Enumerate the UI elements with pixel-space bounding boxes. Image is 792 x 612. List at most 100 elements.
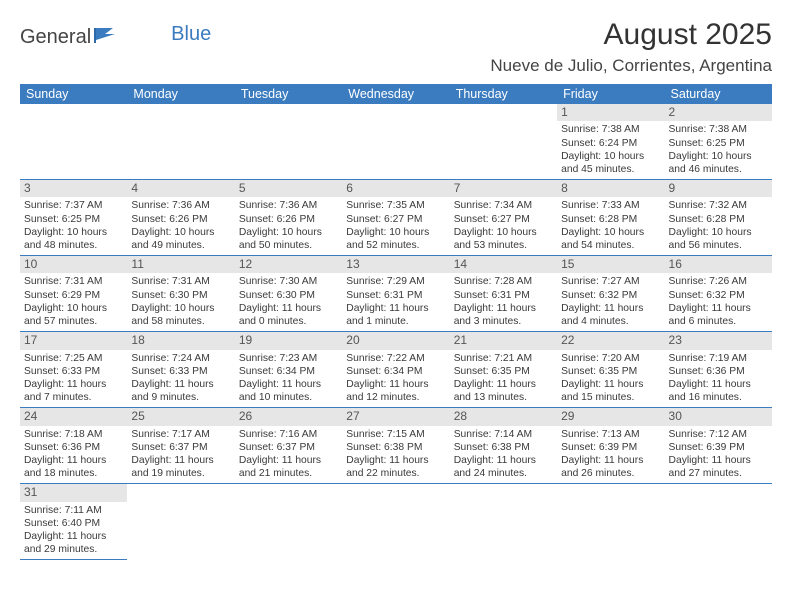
calendar-week-row: 24Sunrise: 7:18 AMSunset: 6:36 PMDayligh… bbox=[20, 408, 772, 484]
sunrise-text: Sunrise: 7:36 AM bbox=[239, 199, 338, 212]
day-details: Sunrise: 7:37 AMSunset: 6:25 PMDaylight:… bbox=[24, 199, 123, 252]
weekday-header: Saturday bbox=[665, 84, 772, 104]
calendar-day-cell: 10Sunrise: 7:31 AMSunset: 6:29 PMDayligh… bbox=[20, 256, 127, 332]
day-number: 12 bbox=[235, 256, 342, 273]
daylight-text: Daylight: 10 hours and 52 minutes. bbox=[346, 226, 445, 252]
sunrise-text: Sunrise: 7:15 AM bbox=[346, 428, 445, 441]
calendar-day-cell: 30Sunrise: 7:12 AMSunset: 6:39 PMDayligh… bbox=[665, 408, 772, 484]
sunset-text: Sunset: 6:36 PM bbox=[669, 365, 768, 378]
day-details: Sunrise: 7:29 AMSunset: 6:31 PMDaylight:… bbox=[346, 275, 445, 328]
calendar-table: Sunday Monday Tuesday Wednesday Thursday… bbox=[20, 84, 772, 560]
day-details: Sunrise: 7:30 AMSunset: 6:30 PMDaylight:… bbox=[239, 275, 338, 328]
daylight-text: Daylight: 10 hours and 50 minutes. bbox=[239, 226, 338, 252]
daylight-text: Daylight: 10 hours and 56 minutes. bbox=[669, 226, 768, 252]
sunset-text: Sunset: 6:31 PM bbox=[346, 289, 445, 302]
day-number: 9 bbox=[665, 180, 772, 197]
sunrise-text: Sunrise: 7:19 AM bbox=[669, 352, 768, 365]
calendar-day-cell: 25Sunrise: 7:17 AMSunset: 6:37 PMDayligh… bbox=[127, 408, 234, 484]
calendar-body: 1 Sunrise: 7:38 AMSunset: 6:24 PMDaylight… bbox=[20, 104, 772, 560]
calendar-day-cell: 11Sunrise: 7:31 AMSunset: 6:30 PMDayligh… bbox=[127, 256, 234, 332]
day-details: Sunrise: 7:36 AMSunset: 6:26 PMDaylight:… bbox=[239, 199, 338, 252]
day-number: 7 bbox=[450, 180, 557, 197]
calendar-week-row: 1 Sunrise: 7:38 AMSunset: 6:24 PMDaylight… bbox=[20, 104, 772, 180]
sunset-text: Sunset: 6:38 PM bbox=[454, 441, 553, 454]
sunrise-text: Sunrise: 7:11 AM bbox=[24, 504, 123, 517]
daylight-text: Daylight: 11 hours and 21 minutes. bbox=[239, 454, 338, 480]
sunset-text: Sunset: 6:33 PM bbox=[24, 365, 123, 378]
calendar-day-cell: 17Sunrise: 7:25 AMSunset: 6:33 PMDayligh… bbox=[20, 332, 127, 408]
sunrise-text: Sunrise: 7:12 AM bbox=[669, 428, 768, 441]
sunrise-text: Sunrise: 7:18 AM bbox=[24, 428, 123, 441]
day-details: Sunrise: 7:38 AMSunset: 6:24 PMDaylight:… bbox=[561, 123, 660, 176]
daylight-text: Daylight: 11 hours and 24 minutes. bbox=[454, 454, 553, 480]
day-number: 20 bbox=[342, 332, 449, 349]
sunset-text: Sunset: 6:30 PM bbox=[239, 289, 338, 302]
logo: General Blue bbox=[20, 26, 211, 49]
sunset-text: Sunset: 6:24 PM bbox=[561, 137, 660, 150]
calendar-day-cell bbox=[342, 104, 449, 180]
daylight-text: Daylight: 10 hours and 45 minutes. bbox=[561, 150, 660, 176]
day-number: 25 bbox=[127, 408, 234, 425]
sunset-text: Sunset: 6:35 PM bbox=[561, 365, 660, 378]
day-details: Sunrise: 7:32 AMSunset: 6:28 PMDaylight:… bbox=[669, 199, 768, 252]
calendar-day-cell bbox=[450, 104, 557, 180]
sunset-text: Sunset: 6:29 PM bbox=[24, 289, 123, 302]
logo-text-2: Blue bbox=[171, 23, 211, 46]
daylight-text: Daylight: 11 hours and 26 minutes. bbox=[561, 454, 660, 480]
calendar-day-cell: 3Sunrise: 7:37 AMSunset: 6:25 PMDaylight… bbox=[20, 180, 127, 256]
daylight-text: Daylight: 10 hours and 49 minutes. bbox=[131, 226, 230, 252]
day-number: 1 bbox=[557, 104, 664, 121]
sunset-text: Sunset: 6:38 PM bbox=[346, 441, 445, 454]
sunrise-text: Sunrise: 7:28 AM bbox=[454, 275, 553, 288]
calendar-day-cell: 14Sunrise: 7:28 AMSunset: 6:31 PMDayligh… bbox=[450, 256, 557, 332]
day-number: 21 bbox=[450, 332, 557, 349]
day-details: Sunrise: 7:28 AMSunset: 6:31 PMDaylight:… bbox=[454, 275, 553, 328]
day-number: 28 bbox=[450, 408, 557, 425]
daylight-text: Daylight: 11 hours and 18 minutes. bbox=[24, 454, 123, 480]
title-block: August 2025 Nueve de Julio, Corrientes, … bbox=[490, 18, 772, 76]
day-number: 6 bbox=[342, 180, 449, 197]
calendar-day-cell bbox=[665, 484, 772, 560]
day-details: Sunrise: 7:38 AMSunset: 6:25 PMDaylight:… bbox=[669, 123, 768, 176]
daylight-text: Daylight: 11 hours and 16 minutes. bbox=[669, 378, 768, 404]
page-header: General Blue August 2025 Nueve de Julio,… bbox=[20, 18, 772, 76]
calendar-day-cell: 5 Sunrise: 7:36 AMSunset: 6:26 PMDaylight… bbox=[235, 180, 342, 256]
day-number: 24 bbox=[20, 408, 127, 425]
calendar-day-cell: 21Sunrise: 7:21 AMSunset: 6:35 PMDayligh… bbox=[450, 332, 557, 408]
calendar-day-cell bbox=[342, 484, 449, 560]
day-number: 18 bbox=[127, 332, 234, 349]
sunset-text: Sunset: 6:36 PM bbox=[24, 441, 123, 454]
sunset-text: Sunset: 6:26 PM bbox=[131, 213, 230, 226]
day-details: Sunrise: 7:22 AMSunset: 6:34 PMDaylight:… bbox=[346, 352, 445, 405]
day-number: 23 bbox=[665, 332, 772, 349]
daylight-text: Daylight: 11 hours and 12 minutes. bbox=[346, 378, 445, 404]
day-details: Sunrise: 7:24 AMSunset: 6:33 PMDaylight:… bbox=[131, 352, 230, 405]
day-number: 15 bbox=[557, 256, 664, 273]
sunset-text: Sunset: 6:27 PM bbox=[454, 213, 553, 226]
sunset-text: Sunset: 6:39 PM bbox=[669, 441, 768, 454]
sunrise-text: Sunrise: 7:29 AM bbox=[346, 275, 445, 288]
sunset-text: Sunset: 6:25 PM bbox=[24, 213, 123, 226]
location-text: Nueve de Julio, Corrientes, Argentina bbox=[490, 56, 772, 76]
calendar-day-cell: 16Sunrise: 7:26 AMSunset: 6:32 PMDayligh… bbox=[665, 256, 772, 332]
sunrise-text: Sunrise: 7:17 AM bbox=[131, 428, 230, 441]
daylight-text: Daylight: 11 hours and 10 minutes. bbox=[239, 378, 338, 404]
day-details: Sunrise: 7:15 AMSunset: 6:38 PMDaylight:… bbox=[346, 428, 445, 481]
day-details: Sunrise: 7:33 AMSunset: 6:28 PMDaylight:… bbox=[561, 199, 660, 252]
day-details: Sunrise: 7:23 AMSunset: 6:34 PMDaylight:… bbox=[239, 352, 338, 405]
calendar-day-cell: 13Sunrise: 7:29 AMSunset: 6:31 PMDayligh… bbox=[342, 256, 449, 332]
calendar-day-cell: 1 Sunrise: 7:38 AMSunset: 6:24 PMDaylight… bbox=[557, 104, 664, 180]
daylight-text: Daylight: 10 hours and 54 minutes. bbox=[561, 226, 660, 252]
day-details: Sunrise: 7:13 AMSunset: 6:39 PMDaylight:… bbox=[561, 428, 660, 481]
calendar-week-row: 17Sunrise: 7:25 AMSunset: 6:33 PMDayligh… bbox=[20, 332, 772, 408]
calendar-day-cell: 12 Sunrise: 7:30 AMSunset: 6:30 PMDayligh… bbox=[235, 256, 342, 332]
calendar-week-row: 3Sunrise: 7:37 AMSunset: 6:25 PMDaylight… bbox=[20, 180, 772, 256]
day-number: 5 bbox=[235, 180, 342, 197]
page-title: August 2025 bbox=[490, 18, 772, 52]
daylight-text: Daylight: 10 hours and 46 minutes. bbox=[669, 150, 768, 176]
calendar-day-cell bbox=[127, 104, 234, 180]
calendar-day-cell: 7Sunrise: 7:34 AMSunset: 6:27 PMDaylight… bbox=[450, 180, 557, 256]
daylight-text: Daylight: 11 hours and 22 minutes. bbox=[346, 454, 445, 480]
sunset-text: Sunset: 6:28 PM bbox=[669, 213, 768, 226]
day-number: 2 bbox=[665, 104, 772, 121]
